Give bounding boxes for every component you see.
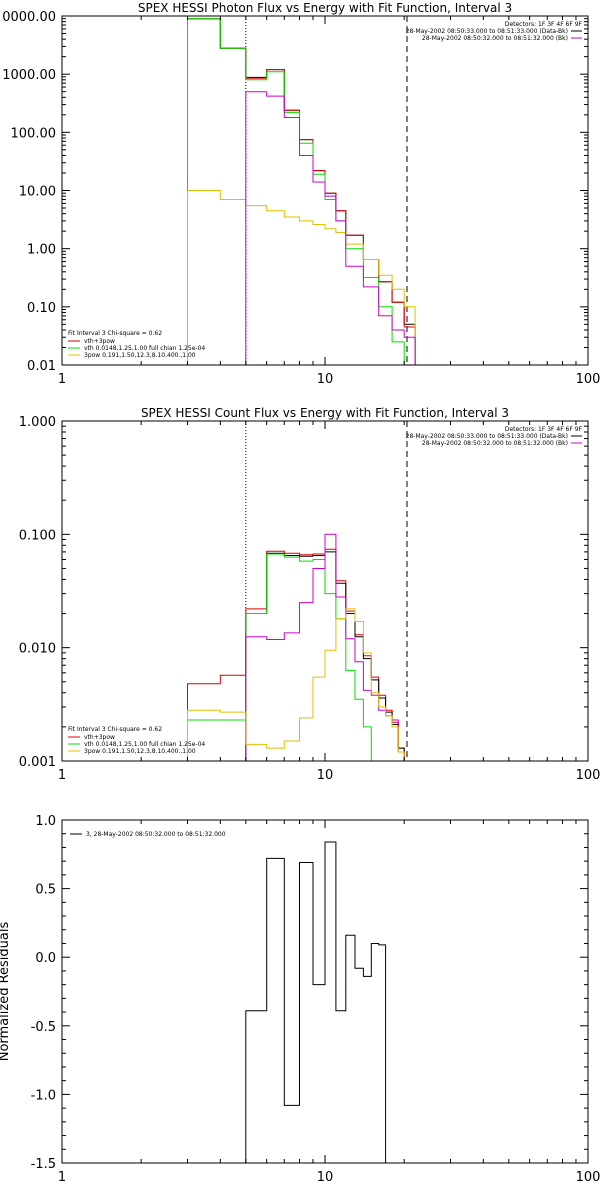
- y-tick-label: 1.0: [35, 814, 56, 829]
- series-3pow: [188, 191, 421, 366]
- series-3-28-may-2002-08-50-32-000-to-08-51-32-000: [246, 842, 386, 1163]
- y-tick-label: 0.001: [19, 755, 56, 770]
- y-tick-label: 0.010: [19, 642, 56, 657]
- legend-entry-label: 28-May-2002 08:50:33.000 to 08:51:33.000…: [406, 433, 568, 440]
- legend-entry-label: 3, 28-May-2002 08:50:32.000 to 08:51:32.…: [86, 831, 226, 838]
- legend-entry-label: vth 0.0148,1.25,1.00 full chian 1.25e-04: [84, 345, 205, 352]
- legend-entry-label: 28-May-2002 08:50:33.000 to 08:51:33.000…: [406, 28, 568, 35]
- chart-1: SPEX HESSI Photon Flux vs Energy with Fi…: [2, 1, 600, 387]
- legend-header: Fit Interval 3 Chi-square = 0.62: [68, 726, 162, 733]
- x-tick-label: 10: [317, 768, 334, 783]
- series-vth: [188, 554, 379, 761]
- legend-entry-label: vth+3pow: [84, 338, 115, 345]
- chart-title: SPEX HESSI Photon Flux vs Energy with Fi…: [138, 1, 512, 15]
- legend-entry-label: 3pow 0.191,1.50,12.3,8.10,400.,1.00: [84, 748, 196, 755]
- y-tick-label: 0.100: [19, 528, 56, 543]
- series-vth-3pow: [188, 19, 421, 365]
- y-tick-label: -1.5: [31, 1157, 56, 1172]
- series-bk: [246, 534, 404, 761]
- legend-entry-label: 28-May-2002 08:50:32.000 to 08:51:32.000…: [422, 440, 568, 447]
- chart-title: SPEX HESSI Count Flux vs Energy with Fit…: [141, 406, 509, 420]
- x-tick-label: 1: [58, 372, 66, 387]
- legend-header: Fit Interval 3 Chi-square = 0.62: [68, 330, 162, 337]
- legend-entry-label: 3pow 0.191,1.50,12.3,8.10,400.,1.00: [84, 352, 196, 359]
- y-tick-label: 1000.00: [2, 68, 56, 83]
- chart-3: 1 10 100 -1.5 -1.0 -0.5 0.0 0.5 1.0 Normalized Re…: [0, 814, 600, 1185]
- y-tick-label: 1.00: [27, 243, 56, 258]
- figure: SPEX HESSI Photon Flux vs Energy with Fi…: [0, 0, 600, 1200]
- y-tick-label: -1.0: [31, 1088, 56, 1103]
- y-tick-label: 0000.00: [2, 10, 56, 25]
- y-tick-label: -0.5: [31, 1020, 56, 1035]
- y-tick-label: 0.01: [27, 359, 56, 374]
- series-data-bk: [188, 19, 416, 365]
- y-tick-label: 0.10: [27, 301, 56, 316]
- legend-header: Detectors: 1F 3F 4F 6F 9F: [505, 21, 583, 28]
- x-tick-label: 1: [58, 1170, 66, 1185]
- x-tick-label: 100: [576, 1170, 600, 1185]
- legend-header: Detectors: 1F 3F 4F 6F 9F: [505, 426, 583, 433]
- x-tick-label: 10: [317, 372, 334, 387]
- x-tick-label: 10: [317, 1170, 334, 1185]
- x-tick-label: 1: [58, 768, 66, 783]
- y-tick-label: 0.5: [35, 883, 56, 898]
- y-tick-label: 10.00: [19, 185, 56, 200]
- y-tick-label: 1.000: [19, 415, 56, 430]
- legend-entry-label: 28-May-2002 08:50:32.000 to 08:51:32.000…: [422, 35, 568, 42]
- y-tick-label: 100.00: [11, 126, 57, 141]
- x-tick-label: 100: [576, 768, 600, 783]
- chart-2: SPEX HESSI Count Flux vs Energy with Fit…: [19, 406, 600, 783]
- y-axis-label: Normalized Residuals: [0, 922, 12, 1062]
- legend-entry-label: vth+3pow: [84, 734, 115, 741]
- y-tick-label: 0.0: [35, 951, 56, 966]
- x-tick-label: 100: [576, 372, 600, 387]
- legend-entry-label: vth 0.0148,1.25,1.00 full chian 1.25e-04: [84, 741, 205, 748]
